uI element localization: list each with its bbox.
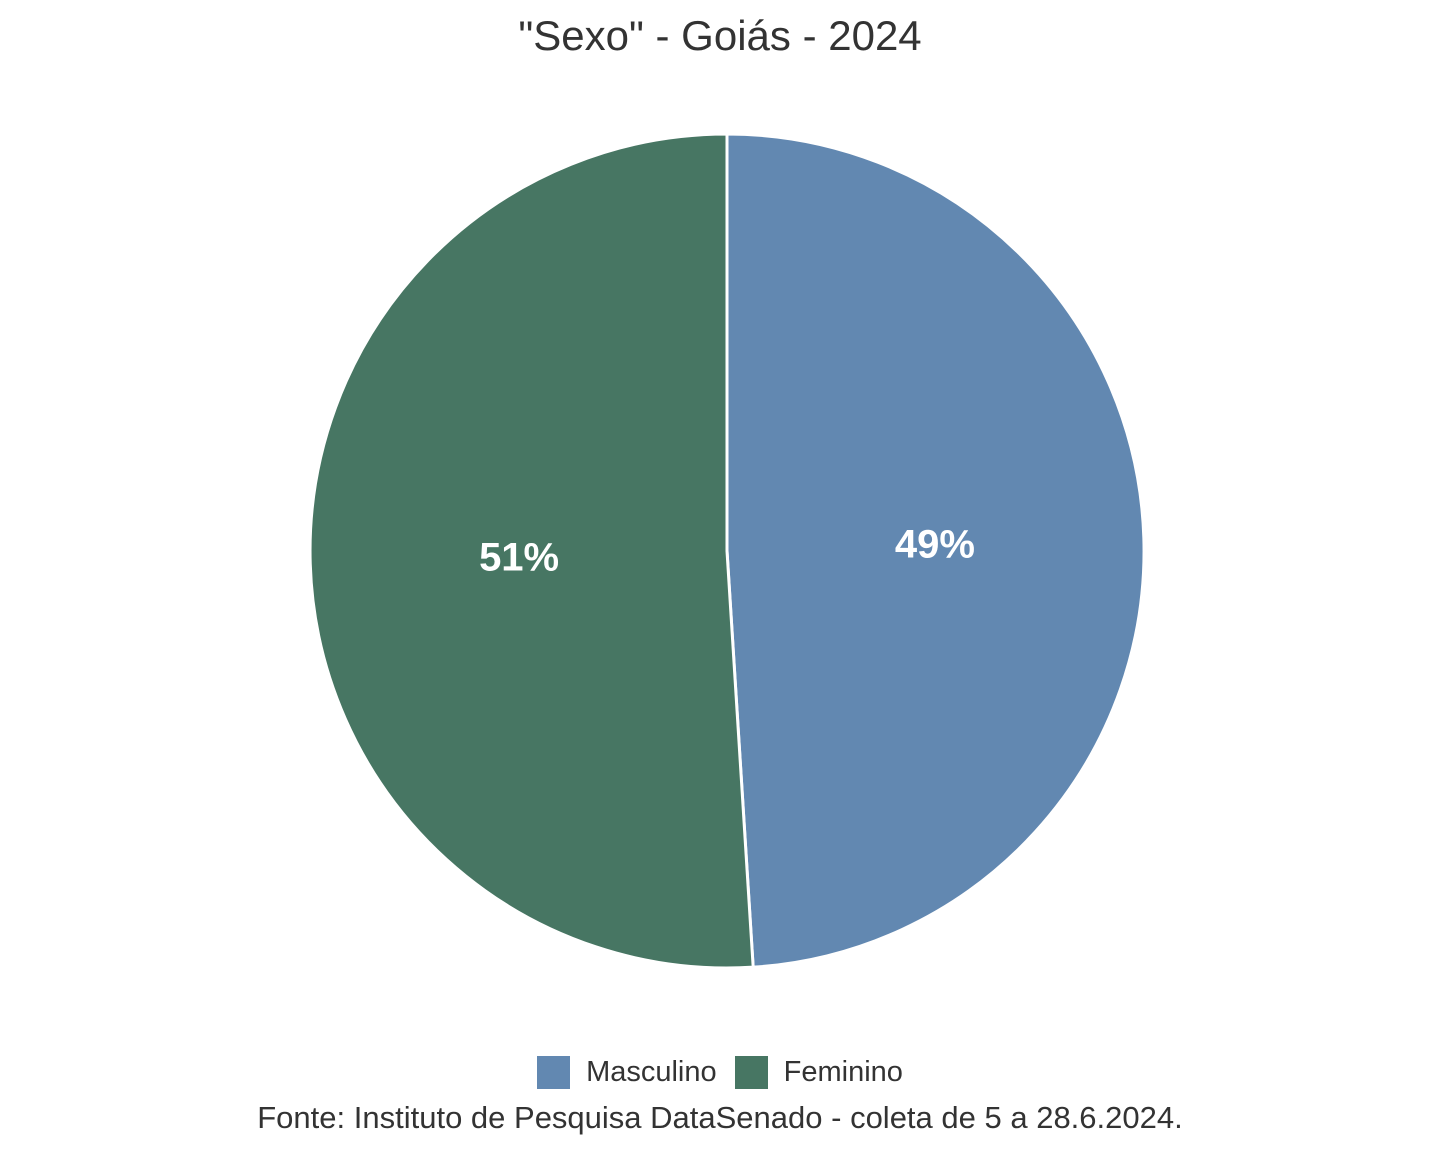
legend-swatch-masculino [537,1056,571,1089]
pie-slice-value-label-masculino: 49% [895,523,975,567]
chart-title: "Sexo" - Goiás - 2024 [518,12,922,59]
legend-label-masculino: Masculino [586,1056,717,1088]
legend-item-masculino: Masculino [537,1056,717,1089]
legend: Masculino Feminino [0,1056,1440,1089]
legend-item-feminino: Feminino [734,1056,903,1089]
pie-slice-masculino [725,132,1146,969]
pie-slice-feminino [308,132,755,970]
pie-slice-value-label-feminino: 51% [479,536,559,580]
legend-swatch-feminino [734,1056,768,1089]
source-note: Fonte: Instituto de Pesquisa DataSenado … [257,1100,1183,1135]
legend-label-feminino: Feminino [783,1056,903,1088]
